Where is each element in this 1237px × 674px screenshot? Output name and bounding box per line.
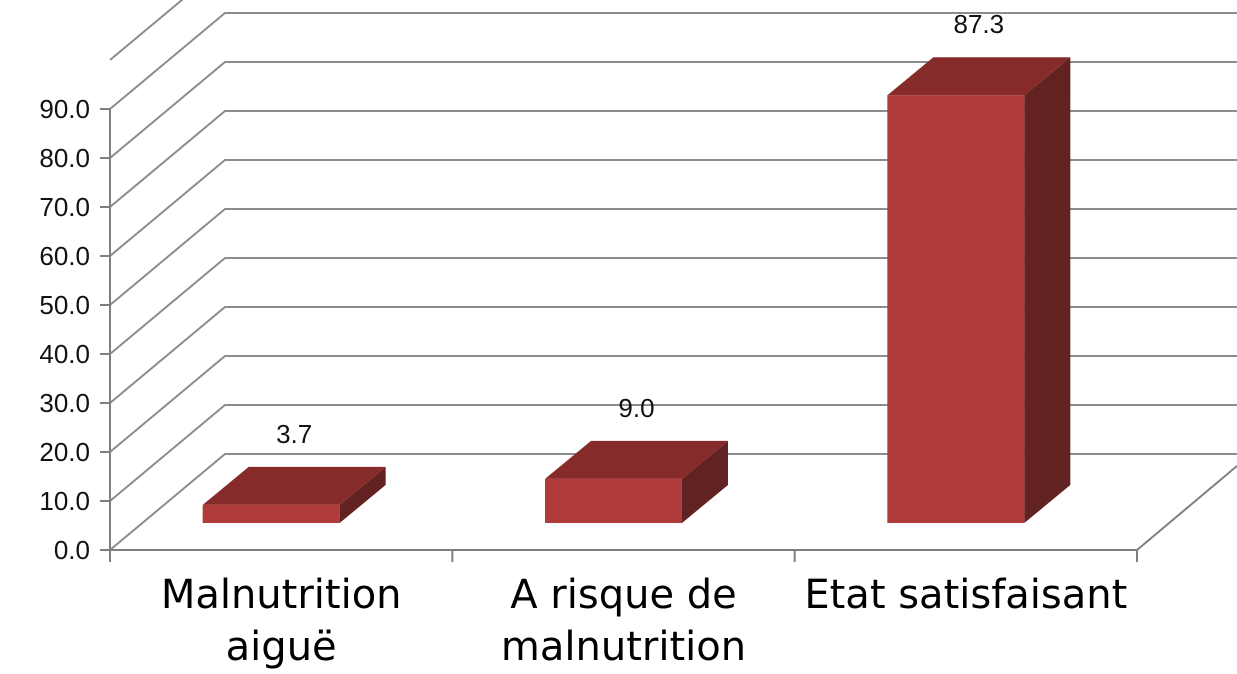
axes xyxy=(100,108,1237,562)
bar xyxy=(202,466,386,523)
bar-front-face xyxy=(202,504,340,523)
y-tick-label: 60.0 xyxy=(39,241,90,271)
y-tick-label: 0.0 xyxy=(54,535,90,565)
bar-front-face xyxy=(545,478,682,523)
bar-top-face xyxy=(887,57,1071,96)
gridline xyxy=(109,61,1237,159)
y-tick-label: 50.0 xyxy=(39,290,90,320)
gridline xyxy=(109,0,184,61)
data-label: 87.3 xyxy=(954,9,1005,39)
bar-side-face xyxy=(339,466,386,523)
bars xyxy=(202,57,1071,523)
data-label: 3.7 xyxy=(276,419,312,449)
bar-side-face xyxy=(682,440,728,523)
gridline xyxy=(109,12,1237,110)
y-tick-label: 70.0 xyxy=(39,192,90,222)
category-label: Malnutrition xyxy=(161,572,402,618)
y-tick-label: 30.0 xyxy=(39,388,90,418)
category-label: malnutrition xyxy=(501,624,746,670)
bar-side-face xyxy=(1024,57,1071,523)
gridlines xyxy=(109,0,1237,551)
y-tick-label: 80.0 xyxy=(39,143,90,173)
category-label: Etat satisfaisant xyxy=(804,572,1127,618)
bar xyxy=(545,440,728,523)
bar-front-face xyxy=(887,95,1025,523)
floor-right-edge xyxy=(1136,465,1237,551)
bar-top-face xyxy=(202,466,386,505)
labels: 0.0 10.0 20.0 30.0 40.0 50.0 60.0 70.0 80.0 90.0 3… xyxy=(39,9,1127,670)
y-tick-label: 10.0 xyxy=(39,486,90,516)
category-label: A risque de xyxy=(510,572,737,618)
category-label: aiguë xyxy=(226,624,337,670)
data-label: 9.0 xyxy=(618,393,654,423)
y-tick-label: 20.0 xyxy=(39,437,90,467)
bar-top-face xyxy=(545,440,728,479)
bar xyxy=(887,57,1071,523)
y-tick-label: 40.0 xyxy=(39,339,90,369)
y-tick-label: 90.0 xyxy=(39,94,90,124)
